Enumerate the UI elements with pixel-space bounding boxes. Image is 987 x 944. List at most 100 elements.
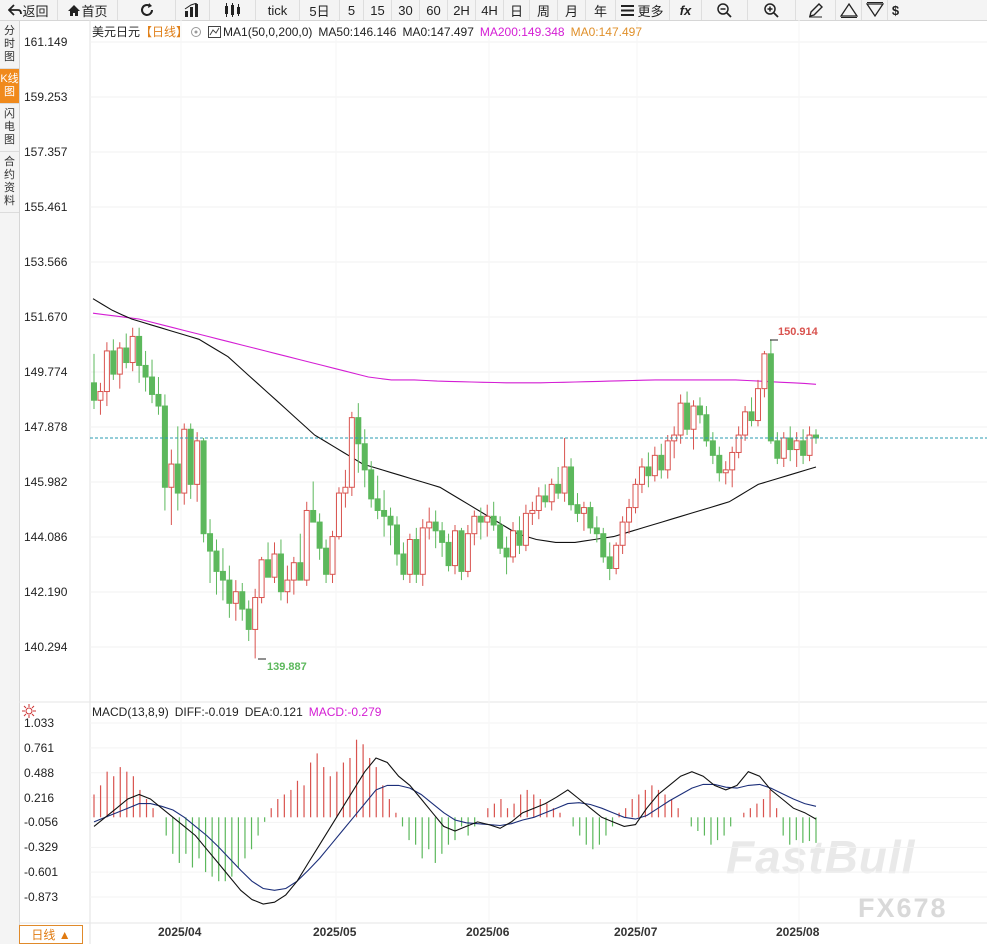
candle — [213, 539, 220, 595]
candle — [780, 432, 787, 467]
back-button[interactable]: 返回 — [0, 0, 58, 20]
settings-icon[interactable] — [190, 26, 202, 38]
price-tick-label: 149.774 — [24, 364, 68, 379]
period-30min[interactable]: 30 — [392, 0, 420, 20]
macd-dea-line — [93, 783, 817, 891]
ma200-line — [92, 312, 817, 385]
fastbull-watermark: FastBull — [726, 831, 916, 883]
triangle-up-icon — [839, 2, 858, 18]
time-tick-label: 2025/04 — [158, 925, 202, 939]
candle — [136, 327, 143, 383]
candle — [271, 542, 278, 584]
candle-type-button[interactable] — [210, 0, 256, 20]
period-60min[interactable]: 60 — [420, 0, 448, 20]
candle — [516, 516, 523, 554]
candle — [155, 377, 162, 415]
candle — [290, 556, 297, 595]
period-day[interactable]: 日 — [504, 0, 530, 20]
sidebar-item-kline[interactable]: K线图 — [0, 69, 19, 104]
candle — [232, 580, 239, 621]
candle — [574, 493, 581, 523]
candle — [123, 333, 130, 369]
fold-down-button[interactable] — [862, 0, 888, 20]
candle — [342, 469, 349, 508]
macd-tick-label: -0.873 — [24, 890, 59, 904]
price-tick-label: 140.294 — [24, 640, 68, 654]
indicator-icon[interactable] — [208, 25, 222, 38]
macd-tick-label: -0.056 — [24, 815, 59, 830]
candle — [219, 548, 226, 601]
period-month[interactable]: 月 — [558, 0, 586, 20]
price-tick-label: 153.566 — [24, 254, 68, 269]
candle — [252, 588, 259, 659]
period-2h[interactable]: 2H — [448, 0, 476, 20]
home-icon — [68, 4, 81, 16]
candle — [432, 510, 439, 549]
candle — [303, 501, 310, 586]
period-4h[interactable]: 4H — [476, 0, 504, 20]
sidebar: 分时图 K线图 闪电图 合约资料 — [0, 21, 20, 944]
candle — [767, 339, 774, 444]
dollar-button[interactable]: $ — [888, 0, 903, 20]
time-tick-label: 2025/05 — [313, 925, 357, 939]
candle — [458, 527, 465, 581]
candle — [593, 516, 600, 543]
candle — [606, 542, 613, 581]
candle — [97, 382, 104, 415]
home-button[interactable]: 首页 — [58, 0, 118, 20]
candle — [548, 478, 555, 511]
candle — [555, 466, 562, 499]
ma200-value: MA200:149.348 — [479, 24, 565, 39]
fx678-watermark: FX678 — [858, 893, 948, 923]
candle — [265, 542, 272, 578]
candle — [748, 397, 755, 427]
sidebar-item-flash[interactable]: 闪电图 — [0, 104, 19, 152]
candle — [400, 542, 407, 581]
more-label: 更多 — [637, 3, 664, 19]
home-label: 首页 — [81, 3, 108, 19]
macd-settings-icon[interactable] — [22, 704, 36, 718]
candle — [677, 394, 684, 444]
candle — [477, 507, 484, 540]
fx-button[interactable]: fx — [670, 0, 702, 20]
candle — [194, 432, 201, 502]
period-15min[interactable]: 15 — [364, 0, 392, 20]
macd-legend: MACD(13,8,9) DIFF:-0.019 DEA:0.121 MACD:… — [92, 705, 381, 719]
candle — [464, 524, 471, 578]
sidebar-item-contract[interactable]: 合约资料 — [0, 152, 19, 213]
period-tab-day[interactable]: 日线 ▲ — [19, 925, 83, 944]
candle — [664, 435, 671, 479]
more-button[interactable]: 更多 — [616, 0, 670, 20]
macd-tick-label: 0.216 — [24, 790, 55, 805]
period-week[interactable]: 周 — [530, 0, 558, 20]
candle — [619, 516, 626, 554]
fold-up-button[interactable] — [836, 0, 862, 20]
candle — [671, 426, 678, 459]
candle — [310, 481, 317, 523]
period-5min[interactable]: 5 — [340, 0, 364, 20]
candle — [510, 522, 517, 563]
sidebar-item-timeshare[interactable]: 分时图 — [0, 21, 19, 69]
candle — [361, 429, 368, 488]
symbol-name: 美元日元 — [92, 25, 141, 39]
candle — [129, 327, 136, 372]
refresh-button[interactable] — [118, 0, 176, 20]
time-tick-label: 2025/07 — [614, 925, 658, 939]
back-arrow-icon — [8, 4, 23, 16]
macd-tick-label: -0.601 — [24, 865, 59, 880]
period-5day[interactable]: 5日 — [300, 0, 340, 20]
zoom-in-button[interactable] — [748, 0, 796, 20]
candle — [200, 437, 207, 543]
chart-type-button[interactable] — [176, 0, 210, 20]
draw-button[interactable] — [796, 0, 836, 20]
candle — [761, 350, 768, 398]
candle — [381, 490, 388, 537]
period-tick[interactable]: tick — [256, 0, 300, 20]
candle — [703, 406, 710, 447]
period-year[interactable]: 年 — [586, 0, 616, 20]
candle — [658, 443, 665, 479]
candle — [722, 461, 729, 485]
candle — [329, 530, 336, 584]
zoom-out-button[interactable] — [702, 0, 748, 20]
